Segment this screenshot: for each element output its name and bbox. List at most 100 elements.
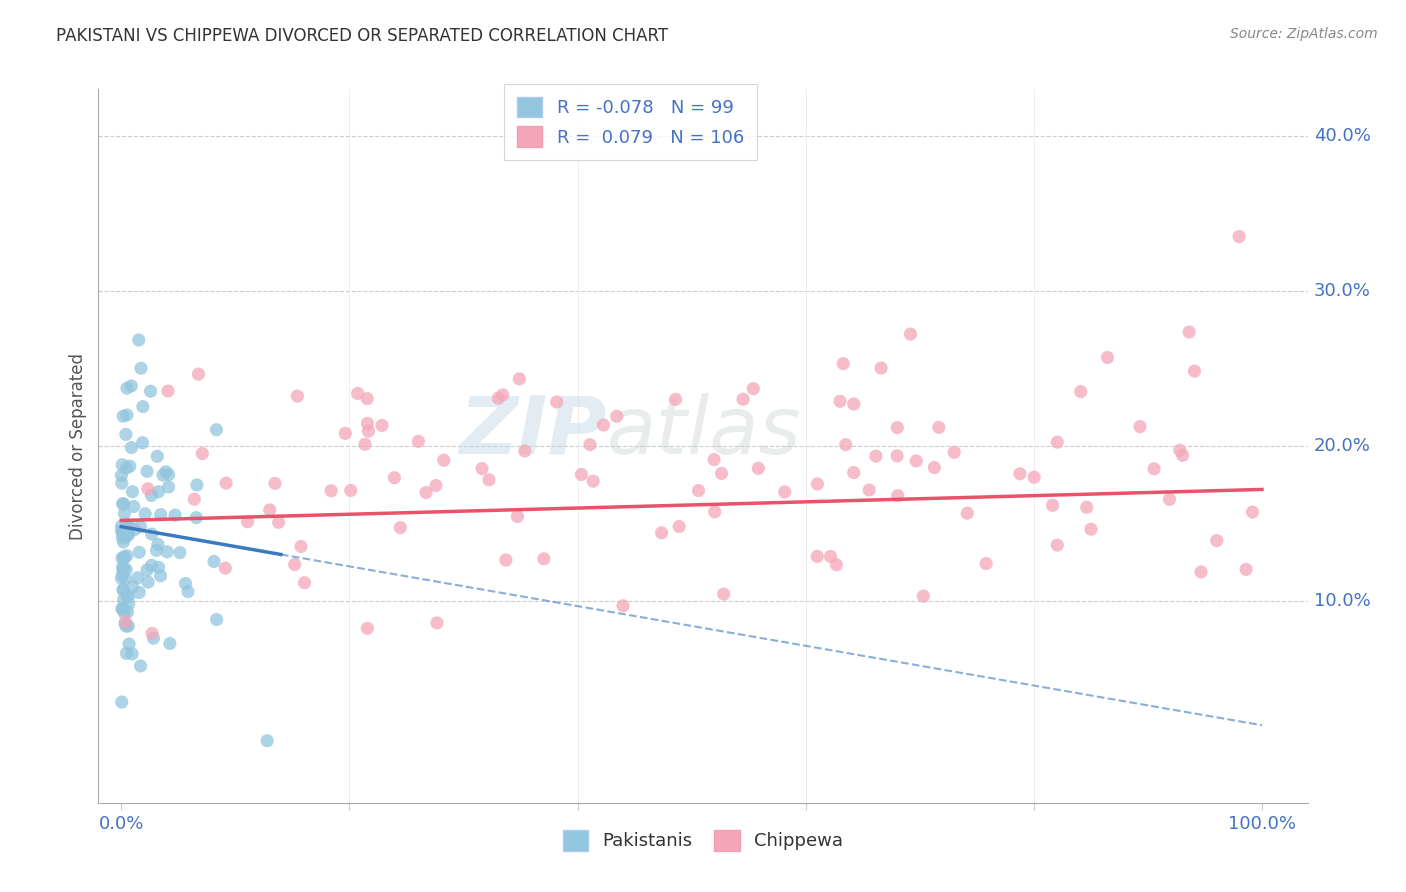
- Point: [115, 381, 138, 395]
- Point: [120, 441, 142, 455]
- Point: [117, 619, 139, 633]
- Point: [149, 569, 172, 583]
- Text: 40.0%: 40.0%: [1313, 127, 1371, 145]
- Point: [145, 543, 167, 558]
- Text: Source: ZipAtlas.com: Source: ZipAtlas.com: [1230, 27, 1378, 41]
- Point: [433, 453, 456, 467]
- Point: [157, 467, 180, 482]
- Point: [112, 561, 135, 575]
- Point: [115, 619, 138, 633]
- Point: [120, 379, 142, 393]
- Point: [842, 397, 865, 411]
- Point: [1178, 325, 1201, 339]
- Point: [110, 519, 132, 533]
- Point: [806, 476, 828, 491]
- Point: [118, 597, 141, 611]
- Point: [408, 434, 430, 449]
- Point: [115, 517, 138, 532]
- Point: [974, 557, 997, 571]
- Point: [152, 468, 174, 483]
- Text: 10.0%: 10.0%: [1313, 592, 1371, 610]
- Point: [121, 580, 143, 594]
- Y-axis label: Divorced or Separated: Divorced or Separated: [69, 352, 87, 540]
- Point: [112, 592, 135, 607]
- Point: [335, 426, 357, 441]
- Point: [121, 484, 143, 499]
- Point: [117, 518, 139, 533]
- Point: [129, 659, 152, 673]
- Point: [115, 461, 138, 475]
- Point: [114, 616, 136, 631]
- Point: [571, 467, 593, 482]
- Point: [111, 559, 134, 574]
- Text: 20.0%: 20.0%: [1313, 437, 1371, 455]
- Point: [136, 464, 159, 478]
- Point: [825, 558, 848, 572]
- Point: [118, 637, 141, 651]
- Point: [905, 454, 928, 468]
- Point: [1171, 448, 1194, 462]
- Point: [1046, 435, 1069, 450]
- Point: [149, 508, 172, 522]
- Point: [111, 551, 134, 566]
- Point: [1097, 351, 1119, 365]
- Point: [733, 392, 755, 407]
- Point: [117, 528, 139, 542]
- Point: [1159, 492, 1181, 507]
- Point: [169, 545, 191, 559]
- Point: [284, 558, 307, 572]
- Point: [912, 589, 935, 603]
- Point: [111, 476, 134, 491]
- Point: [688, 483, 710, 498]
- Point: [1189, 565, 1212, 579]
- Point: [354, 437, 377, 451]
- Point: [124, 523, 146, 537]
- Point: [900, 327, 922, 342]
- Point: [426, 615, 449, 630]
- Point: [131, 435, 153, 450]
- Point: [139, 384, 162, 399]
- Point: [186, 478, 208, 492]
- Point: [1205, 533, 1227, 548]
- Point: [136, 482, 159, 496]
- Point: [832, 357, 855, 371]
- Point: [111, 458, 134, 472]
- Point: [115, 646, 138, 660]
- Point: [183, 492, 205, 507]
- Point: [202, 554, 225, 568]
- Point: [886, 449, 908, 463]
- Point: [112, 582, 135, 597]
- Point: [943, 445, 966, 459]
- Point: [111, 695, 134, 709]
- Point: [742, 382, 765, 396]
- Point: [205, 423, 228, 437]
- Point: [114, 615, 136, 629]
- Point: [612, 599, 634, 613]
- Point: [165, 508, 187, 523]
- Point: [256, 733, 278, 747]
- Text: atlas: atlas: [606, 392, 801, 471]
- Point: [111, 568, 134, 582]
- Point: [115, 563, 138, 577]
- Point: [136, 563, 159, 577]
- Point: [747, 461, 769, 475]
- Text: PAKISTANI VS CHIPPEWA DIVORCED OR SEPARATED CORRELATION CHART: PAKISTANI VS CHIPPEWA DIVORCED OR SEPARA…: [56, 27, 668, 45]
- Point: [259, 503, 281, 517]
- Point: [592, 418, 614, 433]
- Point: [115, 549, 138, 563]
- Point: [110, 524, 132, 538]
- Point: [1024, 470, 1046, 484]
- Point: [415, 485, 437, 500]
- Point: [356, 621, 378, 635]
- Point: [579, 438, 602, 452]
- Point: [1046, 538, 1069, 552]
- Point: [111, 531, 134, 545]
- Point: [389, 521, 412, 535]
- Point: [156, 545, 179, 559]
- Point: [582, 474, 605, 488]
- Point: [155, 465, 177, 479]
- Point: [111, 497, 134, 511]
- Point: [508, 372, 530, 386]
- Point: [356, 392, 378, 406]
- Point: [713, 587, 735, 601]
